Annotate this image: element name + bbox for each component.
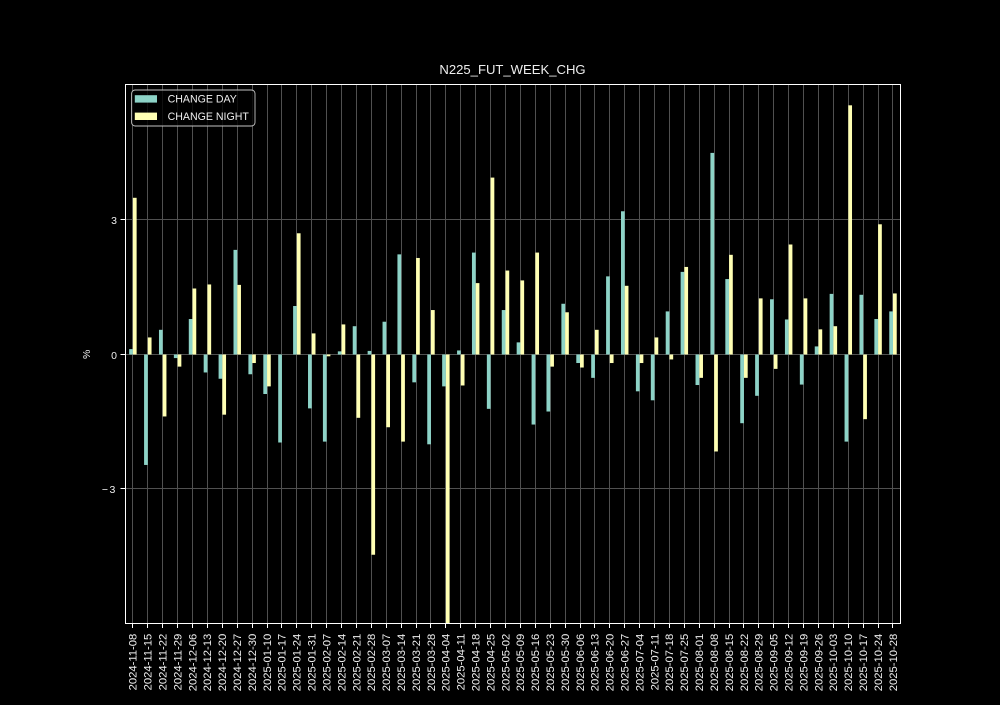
svg-text:N225_FUT_WEEK_CHG: N225_FUT_WEEK_CHG [439, 62, 585, 77]
svg-text:2024-11-22: 2024-11-22 [158, 634, 170, 691]
svg-text:CHANGE DAY: CHANGE DAY [168, 94, 237, 106]
svg-text:2025-08-08: 2025-08-08 [709, 634, 721, 692]
svg-text:2024-12-30: 2024-12-30 [247, 634, 259, 692]
svg-text:2025-07-25: 2025-07-25 [679, 634, 691, 692]
svg-text:2025-10-03: 2025-10-03 [828, 634, 840, 692]
svg-text:2025-08-15: 2025-08-15 [724, 634, 736, 692]
svg-text:2025-09-19: 2025-09-19 [798, 634, 810, 692]
svg-text:2024-12-13: 2024-12-13 [202, 634, 214, 692]
svg-text:2025-05-30: 2025-05-30 [560, 634, 572, 692]
svg-text:2025-09-05: 2025-09-05 [769, 634, 781, 692]
svg-text:2025-05-09: 2025-05-09 [515, 634, 527, 692]
svg-text:2025-02-21: 2025-02-21 [351, 634, 363, 692]
svg-text:2025-06-27: 2025-06-27 [620, 634, 632, 692]
svg-text:2025-10-17: 2025-10-17 [858, 634, 870, 692]
svg-text:2025-06-20: 2025-06-20 [605, 634, 617, 692]
svg-text:2025-03-07: 2025-03-07 [381, 634, 393, 692]
svg-text:2024-12-06: 2024-12-06 [187, 634, 199, 692]
svg-text:0: 0 [111, 350, 117, 362]
svg-text:2025-03-21: 2025-03-21 [411, 634, 423, 692]
svg-text:2025-01-24: 2025-01-24 [292, 634, 304, 692]
svg-text:2025-04-18: 2025-04-18 [470, 634, 482, 692]
svg-text:2025-10-24: 2025-10-24 [873, 634, 885, 692]
svg-text:2025-01-10: 2025-01-10 [262, 634, 274, 692]
svg-text:2025-04-25: 2025-04-25 [485, 634, 497, 692]
svg-text:2025-03-14: 2025-03-14 [396, 634, 408, 692]
svg-text:CHANGE NIGHT: CHANGE NIGHT [168, 111, 250, 123]
svg-text:2024-12-27: 2024-12-27 [232, 634, 244, 692]
svg-text:2025-10-10: 2025-10-10 [843, 634, 855, 692]
svg-text:2025-07-18: 2025-07-18 [664, 634, 676, 692]
svg-text:2025-07-11: 2025-07-11 [649, 634, 661, 691]
svg-text:2025-06-13: 2025-06-13 [590, 634, 602, 692]
svg-text:2025-02-14: 2025-02-14 [336, 634, 348, 692]
svg-text:3: 3 [111, 215, 117, 227]
svg-text:2025-02-28: 2025-02-28 [366, 634, 378, 692]
svg-text:2025-10-28: 2025-10-28 [888, 634, 900, 692]
svg-text:2025-08-01: 2025-08-01 [694, 634, 706, 692]
svg-text:2025-03-28: 2025-03-28 [426, 634, 438, 692]
svg-text:2025-05-16: 2025-05-16 [530, 634, 542, 692]
svg-text:2025-08-29: 2025-08-29 [754, 634, 766, 692]
svg-text:2025-07-04: 2025-07-04 [634, 634, 646, 692]
svg-text:2025-02-07: 2025-02-07 [321, 634, 333, 692]
svg-text:2025-01-17: 2025-01-17 [277, 634, 289, 692]
svg-text:2025-09-12: 2025-09-12 [783, 634, 795, 692]
svg-text:2025-04-11: 2025-04-11 [456, 634, 468, 691]
svg-text:2025-01-31: 2025-01-31 [307, 634, 319, 692]
svg-text:2025-05-23: 2025-05-23 [545, 634, 557, 692]
svg-text:2024-11-08: 2024-11-08 [128, 634, 140, 691]
svg-text:2025-06-06: 2025-06-06 [575, 634, 587, 692]
svg-text:2024-12-20: 2024-12-20 [217, 634, 229, 692]
svg-text:2025-04-04: 2025-04-04 [441, 634, 453, 692]
svg-text:2024-11-15: 2024-11-15 [143, 634, 155, 691]
svg-text:2024-11-29: 2024-11-29 [172, 634, 184, 691]
svg-text:2025-05-02: 2025-05-02 [500, 634, 512, 692]
svg-text:−3: −3 [102, 484, 117, 496]
svg-text:2025-08-22: 2025-08-22 [739, 634, 751, 692]
svg-text:2025-09-26: 2025-09-26 [813, 634, 825, 692]
svg-text:%: % [81, 350, 93, 359]
